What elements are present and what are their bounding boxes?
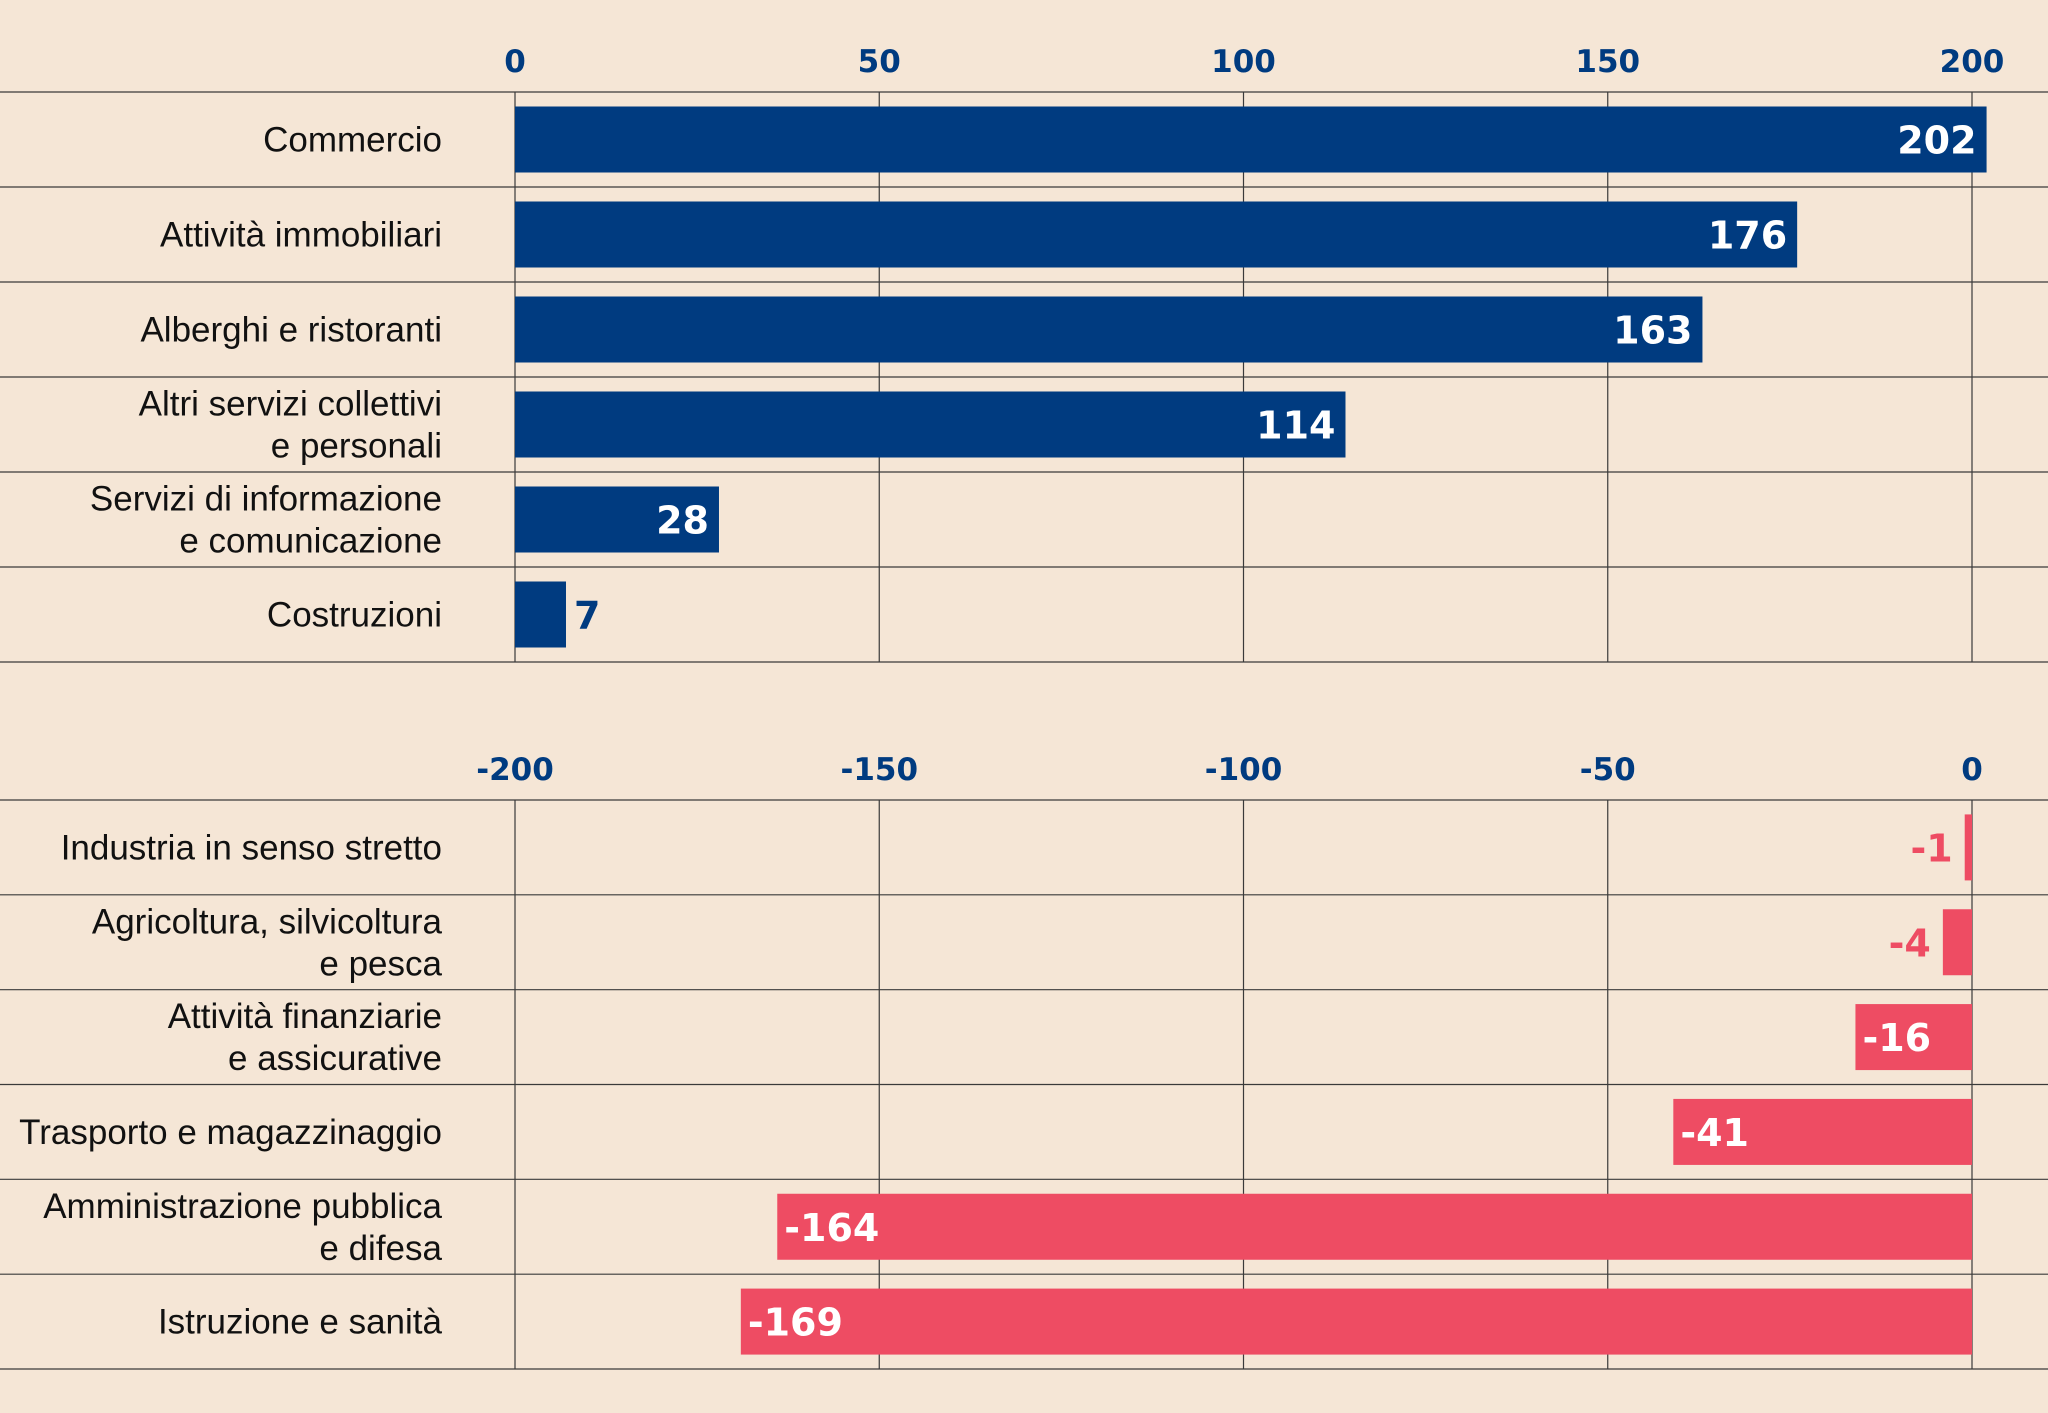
category-label: Servizi di informazione	[90, 480, 442, 519]
bar	[1855, 1004, 1972, 1071]
category-label: e assicurative	[228, 1039, 442, 1078]
value-label: 7	[574, 594, 600, 638]
category-label: Attività finanziarie	[168, 997, 442, 1036]
tick-label: -50	[1580, 752, 1636, 788]
tick-label: -200	[476, 752, 554, 788]
category-label: e pesca	[319, 944, 442, 983]
bar	[777, 1193, 1972, 1260]
category-label: Attività immobiliari	[160, 216, 442, 255]
bar	[515, 296, 1703, 363]
bar	[1964, 814, 1972, 881]
value-label: 114	[1256, 404, 1335, 448]
category-label: e difesa	[319, 1229, 442, 1268]
bar	[515, 106, 1987, 173]
value-label: 176	[1708, 214, 1787, 258]
bar	[740, 1288, 1973, 1355]
category-label: Commercio	[263, 121, 442, 160]
bar	[515, 391, 1346, 458]
bar	[1942, 909, 1972, 976]
bar	[515, 581, 566, 648]
tick-label: 0	[1961, 752, 1983, 788]
tick-label: -100	[1205, 752, 1283, 788]
category-label: Istruzione e sanità	[158, 1303, 443, 1342]
tick-label: 100	[1211, 44, 1276, 80]
category-label: Trasporto e magazzinaggio	[19, 1113, 442, 1152]
value-label: -164	[784, 1206, 879, 1250]
category-label: Altri servizi collettivi	[139, 385, 442, 424]
value-label: -4	[1889, 921, 1931, 965]
category-label: Amministrazione pubblica	[43, 1187, 442, 1226]
value-label: 163	[1613, 309, 1692, 353]
category-label: Costruzioni	[267, 596, 442, 635]
category-label: Agricoltura, silvicoltura	[92, 902, 443, 941]
bar	[1673, 1098, 1972, 1165]
category-label: Alberghi e ristoranti	[140, 311, 442, 350]
bar	[515, 486, 719, 553]
tick-label: 200	[1940, 44, 2005, 80]
category-label: Industria in senso stretto	[61, 828, 442, 867]
value-label: -1	[1910, 826, 1952, 870]
tick-label: 50	[858, 44, 901, 80]
value-label: -41	[1680, 1111, 1749, 1155]
category-label: e personali	[271, 427, 442, 466]
bar	[515, 201, 1798, 268]
tick-label: 150	[1575, 44, 1640, 80]
tick-label: 0	[504, 44, 526, 80]
value-label: -16	[1862, 1016, 1931, 1060]
value-label: 202	[1897, 119, 1976, 163]
value-label: 28	[656, 499, 709, 543]
category-label: e comunicazione	[179, 522, 442, 561]
tick-label: -150	[840, 752, 918, 788]
value-label: -169	[748, 1301, 843, 1345]
